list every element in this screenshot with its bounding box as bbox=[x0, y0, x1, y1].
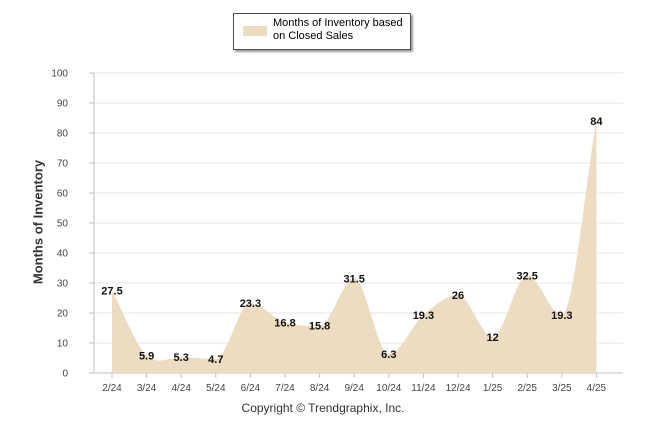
y-tick-label: 10 bbox=[57, 339, 69, 350]
y-tick-label: 80 bbox=[57, 129, 69, 140]
data-label: 12 bbox=[486, 332, 498, 344]
data-label: 4.7 bbox=[208, 354, 223, 366]
y-tick-label: 90 bbox=[57, 99, 69, 110]
y-axis-label: Months of Inventory bbox=[30, 159, 46, 285]
x-tick-label: 1/25 bbox=[483, 383, 503, 394]
data-label: 26 bbox=[452, 290, 464, 302]
x-tick-label: 4/24 bbox=[171, 383, 191, 394]
data-label: 19.3 bbox=[551, 310, 572, 322]
data-label: 84 bbox=[590, 116, 603, 128]
y-tick-label: 30 bbox=[57, 279, 69, 290]
x-tick-label: 10/24 bbox=[376, 383, 401, 394]
data-label: 19.3 bbox=[413, 310, 434, 322]
y-tick-label: 40 bbox=[57, 249, 69, 260]
data-label: 31.5 bbox=[343, 274, 364, 286]
chart-legend: Months of Inventory based on Closed Sale… bbox=[233, 13, 411, 50]
x-tick-label: 6/24 bbox=[241, 383, 261, 394]
y-tick-label: 60 bbox=[57, 189, 69, 200]
data-label: 5.3 bbox=[174, 352, 189, 364]
legend-label: Months of Inventory based on Closed Sale… bbox=[273, 17, 403, 42]
x-tick-label: 11/24 bbox=[411, 383, 436, 394]
data-label: 32.5 bbox=[516, 271, 537, 283]
x-tick-label: 3/25 bbox=[552, 383, 572, 394]
y-tick-label: 70 bbox=[57, 159, 69, 170]
data-label: 6.3 bbox=[381, 349, 396, 361]
data-label: 5.9 bbox=[139, 350, 154, 362]
data-label: 23.3 bbox=[240, 298, 261, 310]
x-tick-label: 9/24 bbox=[344, 383, 364, 394]
y-tick-label: 100 bbox=[51, 69, 68, 80]
data-label: 16.8 bbox=[274, 318, 295, 330]
x-tick-label: 5/24 bbox=[206, 383, 226, 394]
data-label: 27.5 bbox=[101, 286, 122, 298]
y-tick-label: 0 bbox=[62, 369, 68, 380]
x-tick-label: 2/25 bbox=[517, 383, 537, 394]
y-tick-label: 50 bbox=[57, 219, 69, 230]
x-tick-label: 3/24 bbox=[137, 383, 157, 394]
legend-swatch bbox=[243, 26, 267, 36]
series-area bbox=[112, 121, 597, 373]
x-tick-label: 8/24 bbox=[310, 383, 330, 394]
y-tick-label: 20 bbox=[57, 309, 69, 320]
data-label: 15.8 bbox=[309, 321, 330, 333]
x-tick-label: 7/24 bbox=[275, 383, 295, 394]
x-tick-label: 2/24 bbox=[102, 383, 122, 394]
x-tick-label: 4/25 bbox=[587, 383, 607, 394]
x-tick-label: 12/24 bbox=[445, 383, 470, 394]
copyright-text: Copyright © Trendgraphix, Inc. bbox=[241, 401, 405, 415]
